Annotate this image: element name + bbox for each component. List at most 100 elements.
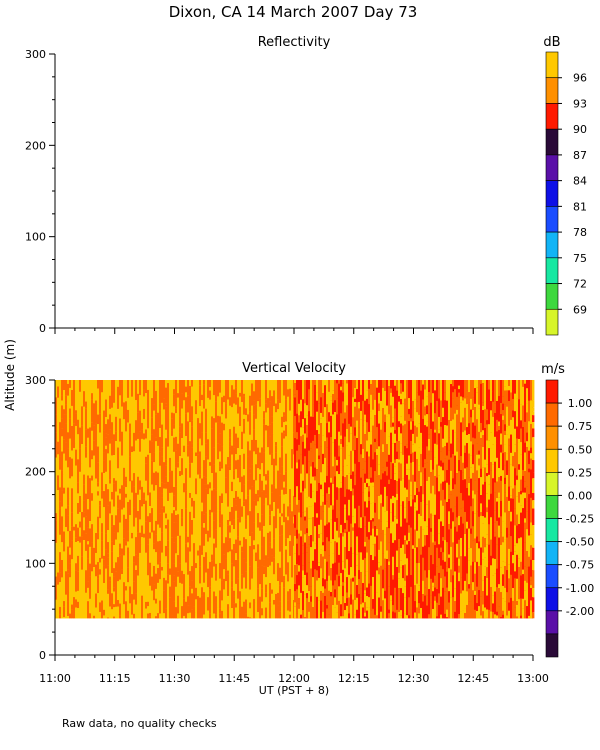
- heatmap-cell: [430, 493, 433, 514]
- heatmap-cell: [239, 522, 242, 541]
- heatmap-cell: [249, 602, 252, 609]
- heatmap-cell: [400, 610, 403, 616]
- heatmap-cell: [448, 591, 451, 603]
- heatmap-cell: [75, 492, 78, 498]
- heatmap-cell: [199, 506, 202, 528]
- heatmap-cell: [133, 451, 136, 474]
- heatmap-cell: [97, 482, 100, 487]
- heatmap-cell: [456, 409, 459, 415]
- heatmap-cell: [434, 523, 437, 542]
- heatmap-cell: [338, 456, 341, 475]
- heatmap-cell: [476, 470, 479, 492]
- heatmap-cell: [139, 410, 142, 421]
- heatmap-cell: [388, 613, 391, 617]
- heatmap-cell: [87, 387, 90, 411]
- heatmap-cell: [121, 423, 124, 432]
- heatmap-cell: [221, 414, 224, 423]
- heatmap-cell: [205, 477, 208, 485]
- heatmap-cell: [239, 396, 242, 407]
- heatmap-cell: [444, 613, 447, 619]
- heatmap-cell: [91, 475, 94, 481]
- heatmap-cell: [516, 574, 519, 579]
- heatmap-cell: [127, 422, 130, 426]
- heatmap-cell: [522, 427, 525, 446]
- heatmap-cell: [408, 525, 411, 533]
- heatmap-cell: [438, 554, 441, 559]
- heatmap-cell: [454, 464, 457, 485]
- heatmap-cell: [179, 539, 182, 561]
- heatmap-cell: [195, 542, 198, 564]
- heatmap-cell: [183, 445, 186, 453]
- heatmap-cell: [340, 524, 343, 534]
- heatmap-cell: [145, 438, 148, 457]
- heatmap-cell: [191, 447, 194, 463]
- heatmap-cell: [237, 397, 240, 414]
- heatmap-cell: [456, 502, 459, 518]
- heatmap-cell: [344, 571, 347, 583]
- heatmap-cell: [181, 387, 184, 394]
- heatmap-cell: [322, 380, 325, 393]
- heatmap-cell: [115, 562, 118, 572]
- heatmap-cell: [235, 437, 238, 455]
- heatmap-cell: [480, 547, 483, 566]
- heatmap-cell: [514, 607, 517, 619]
- heatmap-cell: [83, 442, 86, 460]
- heatmap-cell: [199, 423, 202, 439]
- heatmap-cell: [101, 459, 104, 473]
- heatmap-cell: [508, 548, 511, 565]
- heatmap-cell: [153, 511, 156, 531]
- heatmap-cell: [324, 407, 327, 421]
- heatmap-cell: [91, 547, 94, 572]
- heatmap-cell: [514, 551, 517, 572]
- heatmap-cell: [209, 570, 212, 587]
- heatmap-cell: [191, 386, 194, 401]
- heatmap-cell: [277, 425, 280, 449]
- heatmap-cell: [302, 536, 305, 542]
- heatmap-cell: [111, 468, 114, 492]
- heatmap-cell: [310, 483, 313, 499]
- heatmap-cell: [179, 560, 182, 564]
- heatmap-cell: [422, 442, 425, 449]
- heatmap-cell: [185, 532, 188, 544]
- heatmap-cell: [263, 476, 266, 491]
- heatmap-cell: [169, 498, 172, 507]
- heatmap-cell: [57, 386, 60, 398]
- heatmap-cell: [390, 595, 393, 601]
- heatmap-cell: [117, 600, 120, 607]
- heatmap-cell: [117, 532, 120, 544]
- heatmap-cell: [334, 562, 337, 581]
- x-tick-label: 11:15: [99, 672, 131, 685]
- heatmap-cell: [97, 380, 100, 389]
- heatmap-cell: [328, 522, 331, 542]
- heatmap-cell: [83, 517, 86, 531]
- heatmap-cell: [255, 602, 258, 619]
- heatmap-cell: [298, 585, 301, 599]
- heatmap-cell: [352, 438, 355, 451]
- heatmap-cell: [520, 404, 523, 421]
- heatmap-cell: [233, 550, 236, 567]
- heatmap-cell: [125, 487, 128, 494]
- heatmap-cell: [119, 522, 122, 544]
- heatmap-cell: [466, 551, 469, 574]
- heatmap-cell: [436, 602, 439, 617]
- heatmap-cell: [119, 441, 122, 460]
- heatmap-cell: [428, 500, 431, 519]
- heatmap-cell: [296, 432, 299, 440]
- heatmap-cell: [352, 450, 355, 472]
- heatmap-cell: [524, 542, 527, 555]
- heatmap-cell: [368, 583, 371, 598]
- heatmap-cell: [145, 463, 148, 481]
- heatmap-cell: [65, 542, 68, 556]
- heatmap-cell: [452, 398, 455, 420]
- heatmap-cell: [306, 533, 309, 548]
- heatmap-cell: [322, 542, 325, 546]
- heatmap-cell: [356, 536, 359, 555]
- heatmap-cell: [77, 397, 80, 420]
- heatmap-cell: [103, 615, 106, 619]
- heatmap-cell: [227, 399, 230, 414]
- heatmap-cell: [185, 601, 188, 619]
- heatmap-cell: [161, 456, 164, 480]
- heatmap-cell: [71, 476, 74, 489]
- heatmap-cell: [131, 511, 134, 533]
- heatmap-cell: [291, 487, 294, 504]
